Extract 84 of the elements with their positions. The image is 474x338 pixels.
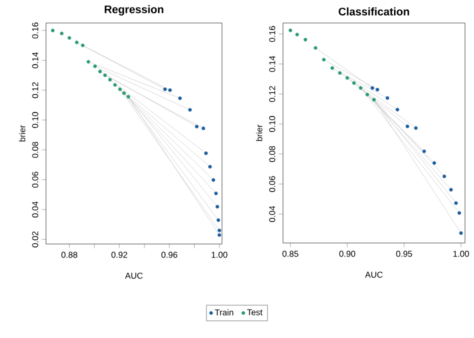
point xyxy=(113,83,117,87)
point xyxy=(86,60,90,64)
point xyxy=(74,40,79,44)
x-tick-label: 1.00 xyxy=(453,250,469,257)
point xyxy=(214,192,218,196)
y-tick-label: 0.14 xyxy=(269,56,276,72)
point xyxy=(442,174,446,178)
x-tick-label: 0.88 xyxy=(61,252,78,258)
point xyxy=(352,81,356,85)
point xyxy=(218,233,222,237)
point xyxy=(370,86,374,90)
point xyxy=(194,124,199,128)
x-tick-label: 0.92 xyxy=(111,252,128,258)
y-tick-label: 0.16 xyxy=(32,22,38,38)
point xyxy=(218,228,222,232)
point xyxy=(449,188,453,192)
point xyxy=(178,96,182,100)
point xyxy=(454,201,458,205)
point xyxy=(98,70,102,74)
point xyxy=(432,161,436,165)
point xyxy=(118,87,122,92)
x-tick-label: 0.96 xyxy=(161,252,178,258)
point xyxy=(345,76,350,80)
point xyxy=(202,126,206,130)
x-tick-label: 0.85 xyxy=(282,250,298,257)
point xyxy=(358,86,362,90)
x-tick-label: 0.90 xyxy=(339,250,356,257)
y-tick-label: 0.12 xyxy=(32,82,38,98)
point xyxy=(330,66,334,70)
y-tick-label: 0.16 xyxy=(269,26,276,42)
point xyxy=(322,58,326,62)
point xyxy=(386,96,390,100)
y-tick-label: 0.04 xyxy=(32,202,38,218)
x-tick-label: 0.95 xyxy=(396,250,412,257)
y-tick-label: 0.02 xyxy=(32,232,38,248)
point xyxy=(216,218,220,222)
point xyxy=(126,94,130,99)
legend-label: Train xyxy=(214,309,234,316)
point xyxy=(365,92,370,96)
y-tick-label: 0.12 xyxy=(269,86,276,102)
x-axis-title: AUC xyxy=(125,272,143,279)
point xyxy=(216,204,220,208)
y-tick-label: 0.10 xyxy=(269,116,276,132)
point xyxy=(204,151,208,156)
point xyxy=(414,126,418,130)
point xyxy=(304,38,308,42)
point xyxy=(122,91,126,95)
chart-title: Classification xyxy=(338,7,410,16)
point xyxy=(60,32,64,36)
point xyxy=(338,71,342,75)
y-axis-title: brier xyxy=(256,124,262,141)
chart-title: Regression xyxy=(104,5,164,16)
y-tick-label: 0.06 xyxy=(32,172,38,188)
y-tick-label: 0.14 xyxy=(32,52,38,68)
y-axis-title: brier xyxy=(19,125,26,142)
point xyxy=(103,73,107,78)
y-tick-label: 0.10 xyxy=(32,112,38,128)
point xyxy=(422,150,426,154)
point xyxy=(295,32,299,36)
point xyxy=(208,164,212,169)
point xyxy=(396,108,400,112)
point xyxy=(459,231,463,235)
point xyxy=(80,44,85,48)
point xyxy=(163,87,167,92)
point xyxy=(168,88,172,92)
y-tick-label: 0.08 xyxy=(269,146,276,162)
legend-label: Test xyxy=(247,309,262,316)
point xyxy=(314,46,318,50)
point xyxy=(212,178,216,182)
x-axis-title: AUC xyxy=(365,272,383,278)
point xyxy=(93,64,97,68)
point xyxy=(188,108,192,112)
point xyxy=(68,36,72,40)
y-tick-label: 0.04 xyxy=(269,206,276,222)
point xyxy=(372,98,376,102)
point xyxy=(458,211,462,215)
point xyxy=(50,28,55,32)
point xyxy=(108,78,112,82)
y-tick-label: 0.08 xyxy=(32,142,38,158)
y-tick-label: 0.06 xyxy=(269,176,276,192)
x-tick-label: 1.00 xyxy=(212,252,228,258)
point xyxy=(376,88,380,92)
point xyxy=(406,124,410,128)
point xyxy=(288,28,292,32)
